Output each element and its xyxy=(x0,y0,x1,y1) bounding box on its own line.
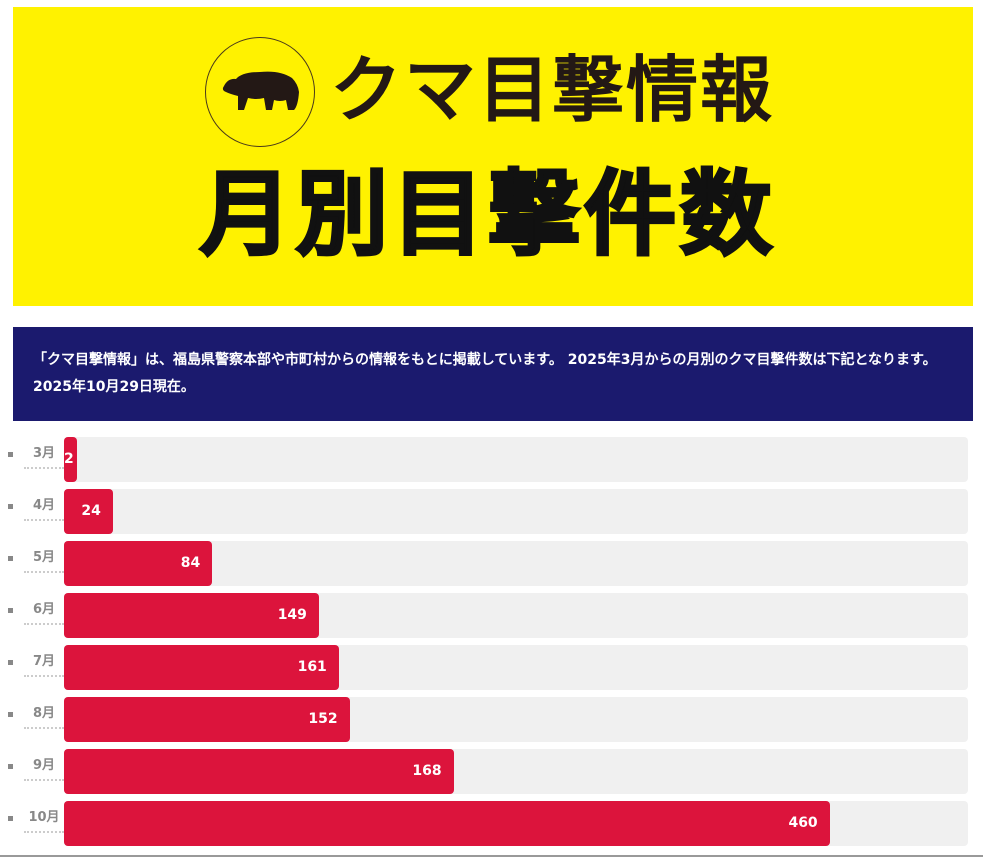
bullet-icon xyxy=(8,608,13,613)
bar-row: 6月 149 xyxy=(0,593,983,645)
category-label: 4月 xyxy=(24,494,64,521)
bar: 84 xyxy=(64,541,213,586)
bar-row: 5月 84 xyxy=(0,541,983,593)
bar-track: 460 xyxy=(64,801,968,846)
bar-row: 9月 168 xyxy=(0,749,983,801)
description-box: 「クマ目撃情報」は、福島県警察本部や市町村からの情報をもとに掲載しています。 2… xyxy=(13,327,973,421)
bullet-icon xyxy=(8,556,13,561)
bar-track: 149 xyxy=(64,593,968,638)
category-label: 9月 xyxy=(24,754,64,781)
bar-track: 84 xyxy=(64,541,968,586)
category-label: 5月 xyxy=(24,546,64,573)
bullet-icon xyxy=(8,764,13,769)
bar-track: 152 xyxy=(64,697,968,742)
category-label: 10月 xyxy=(24,806,64,833)
category-label: 6月 xyxy=(24,598,64,625)
bar: 152 xyxy=(64,697,350,742)
divider xyxy=(0,855,983,857)
bar-track: 24 xyxy=(64,489,968,534)
bar-row: 8月 152 xyxy=(0,697,983,749)
bar-row: 3月 2 xyxy=(0,437,983,489)
bullet-icon xyxy=(8,504,13,509)
page-subtitle: 月別目撃件数 xyxy=(198,160,777,270)
bullet-icon xyxy=(8,816,13,821)
bullet-icon xyxy=(8,712,13,717)
bar-track: 2 xyxy=(64,437,968,482)
bar: 149 xyxy=(64,593,319,638)
bar-row: 10月 460 xyxy=(0,801,983,853)
bullet-icon xyxy=(8,452,13,457)
bar-track: 161 xyxy=(64,645,968,690)
bar-row: 7月 161 xyxy=(0,645,983,697)
category-label: 8月 xyxy=(24,702,64,729)
bar: 168 xyxy=(64,749,454,794)
bar-row: 4月 24 xyxy=(0,489,983,541)
page-title: クマ目撃情報 xyxy=(330,48,775,132)
bullet-icon xyxy=(8,660,13,665)
bar: 2 xyxy=(64,437,77,482)
bar-track: 168 xyxy=(64,749,968,794)
bar: 161 xyxy=(64,645,339,690)
bear-icon xyxy=(205,37,315,147)
bar-chart: 3月 2 4月 24 5月 84 6月 149 7月 161 8月 152 9月… xyxy=(0,437,983,853)
bar: 460 xyxy=(64,801,830,846)
bar: 24 xyxy=(64,489,113,534)
category-label: 3月 xyxy=(24,442,64,469)
category-label: 7月 xyxy=(24,650,64,677)
header-banner xyxy=(13,7,973,306)
